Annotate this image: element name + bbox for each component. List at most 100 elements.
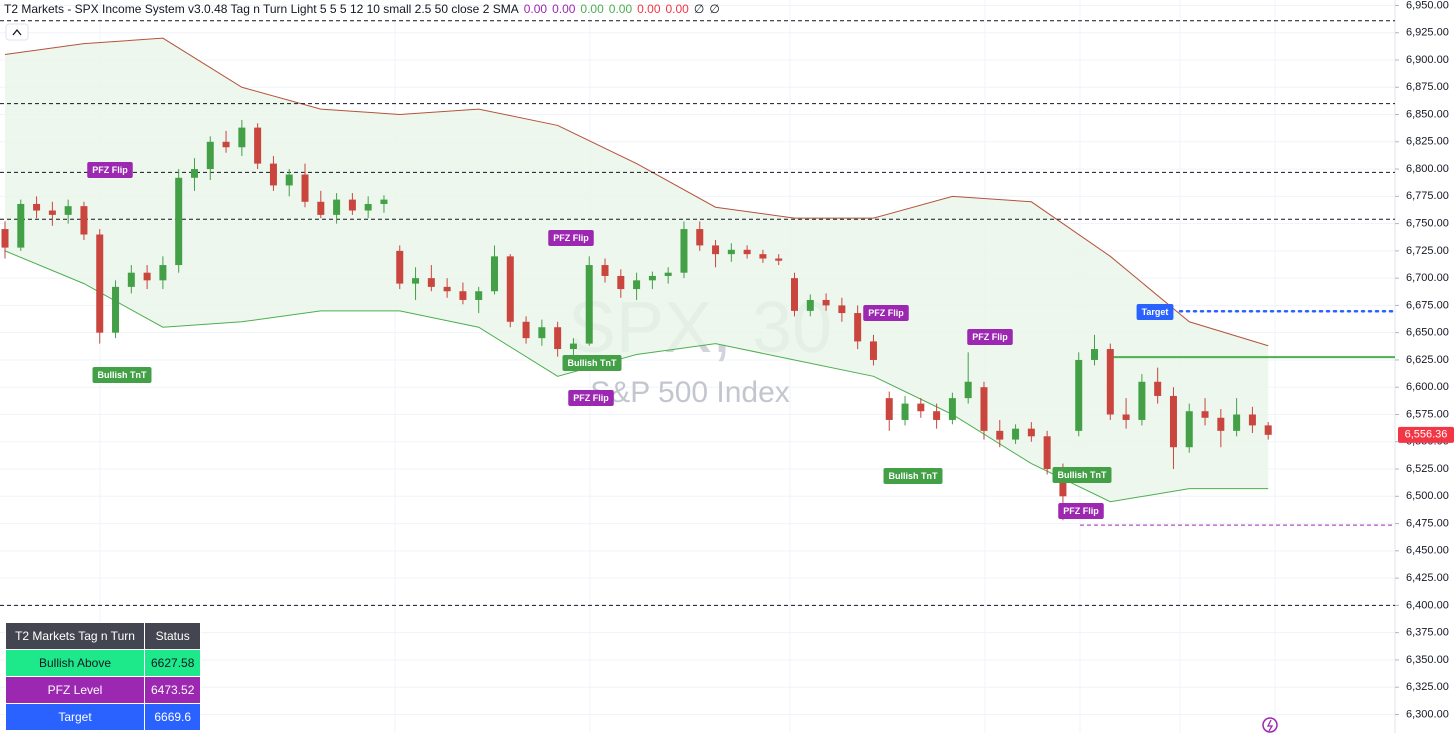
annotation: PFZ Flip (863, 305, 909, 321)
candle-body (1185, 411, 1193, 448)
table-cell: 6669.6 (143, 703, 202, 731)
collapse-button[interactable] (5, 23, 29, 41)
annotation-label: PFZ Flip (553, 233, 589, 243)
candle-body (743, 249, 751, 255)
last-price-label: 6,556.36 (1405, 429, 1448, 441)
candle-body (254, 127, 262, 164)
candle-body (475, 291, 483, 300)
y-tick-label: 6,875.00 (1406, 81, 1449, 93)
y-tick-label: 6,675.00 (1406, 299, 1449, 311)
candle-body (33, 203, 41, 211)
candle-body (396, 250, 404, 284)
candle-body (585, 265, 593, 344)
candle-body (917, 403, 925, 412)
annotation-label: Bullish TnT (889, 471, 938, 481)
indicator-header: T2 Markets - SPX Income System v3.0.48 T… (4, 2, 725, 16)
candle-body (1154, 381, 1162, 396)
candle-body (1233, 414, 1241, 431)
candle-body (554, 327, 562, 350)
annotation-box (568, 390, 614, 406)
table-row: Bullish Above 6627.58 (5, 649, 202, 677)
replay-icon[interactable] (1262, 717, 1278, 733)
y-tick-label: 6,950.00 (1406, 0, 1449, 11)
candle-body (143, 272, 151, 281)
annotation-box (883, 468, 943, 484)
annotation: PFZ Flip (1058, 503, 1104, 519)
y-tick-label: 6,650.00 (1406, 327, 1449, 339)
candle-body (412, 278, 420, 284)
annotation: Bullish TnT (562, 355, 622, 371)
candle-body (175, 177, 183, 266)
annotation-box (1136, 304, 1174, 320)
candle-body (190, 169, 198, 178)
indicator-value: 0.00 (552, 2, 576, 16)
candle-body (301, 174, 309, 202)
annotation-label: Bullish TnT (98, 370, 147, 380)
candle-body (806, 299, 814, 311)
annotation-label: PFZ Flip (1063, 506, 1099, 516)
candle-body (112, 286, 120, 333)
candle-body (364, 203, 372, 211)
candle-body (1106, 349, 1114, 415)
y-tick-label: 6,925.00 (1406, 27, 1449, 39)
y-tick-label: 6,850.00 (1406, 108, 1449, 120)
y-tick-label: 6,500.00 (1406, 490, 1449, 502)
annotation: Bullish TnT (92, 367, 152, 383)
candle-body (238, 127, 246, 148)
indicator-value: ∅ (709, 2, 720, 16)
y-tick-label: 6,900.00 (1406, 54, 1449, 66)
annotation-label: PFZ Flip (92, 165, 128, 175)
annotation-label: PFZ Flip (573, 393, 609, 403)
candle-body (1, 229, 9, 248)
candle-body (1201, 411, 1209, 418)
candle-body (490, 256, 498, 292)
y-tick-label: 6,525.00 (1406, 463, 1449, 475)
candle-body (538, 327, 546, 339)
candle-body (933, 411, 941, 420)
y-tick-label: 6,300.00 (1406, 708, 1449, 720)
table-cell: 6627.58 (143, 649, 202, 677)
y-tick-label: 6,750.00 (1406, 218, 1449, 230)
table-cell: PFZ Level (5, 676, 145, 704)
header-cell: Status (143, 622, 202, 650)
candle-body (1248, 414, 1256, 426)
y-tick-label: 6,475.00 (1406, 517, 1449, 529)
candle-body (680, 229, 688, 273)
candle-body (1012, 428, 1020, 440)
y-tick-label: 6,450.00 (1406, 545, 1449, 557)
candle-body (601, 265, 609, 276)
candle-body (1075, 359, 1083, 431)
candle-body (269, 163, 277, 186)
candle-body (380, 199, 388, 204)
candle-body (569, 343, 577, 350)
annotation-box (548, 230, 594, 246)
candle-body (869, 341, 877, 360)
candle-body (854, 313, 862, 342)
header-cell: T2 Markets Tag n Turn (5, 622, 145, 650)
annotation-box (967, 329, 1013, 345)
indicator-value: 0.00 (523, 2, 548, 16)
price-axis (1395, 0, 1456, 733)
candle-body (1091, 349, 1099, 360)
candle-body (96, 234, 104, 333)
candle-body (80, 206, 88, 235)
candle-body (1122, 414, 1130, 420)
annotation-box (562, 355, 622, 371)
band-fill (5, 38, 1269, 502)
annotation: PFZ Flip (87, 162, 133, 178)
y-tick-label: 6,375.00 (1406, 627, 1449, 639)
table-cell: Bullish Above (5, 649, 145, 677)
candle-body (17, 203, 25, 248)
candle-body (1027, 428, 1035, 437)
annotation: PFZ Flip (548, 230, 594, 246)
candle-body (1264, 425, 1272, 435)
candle-body (348, 199, 356, 211)
candle-body (633, 280, 641, 290)
candle-body (48, 210, 56, 215)
y-tick-label: 6,825.00 (1406, 136, 1449, 148)
y-tick-label: 6,700.00 (1406, 272, 1449, 284)
candle-body (64, 206, 72, 215)
indicator-value: ∅ (693, 2, 705, 16)
